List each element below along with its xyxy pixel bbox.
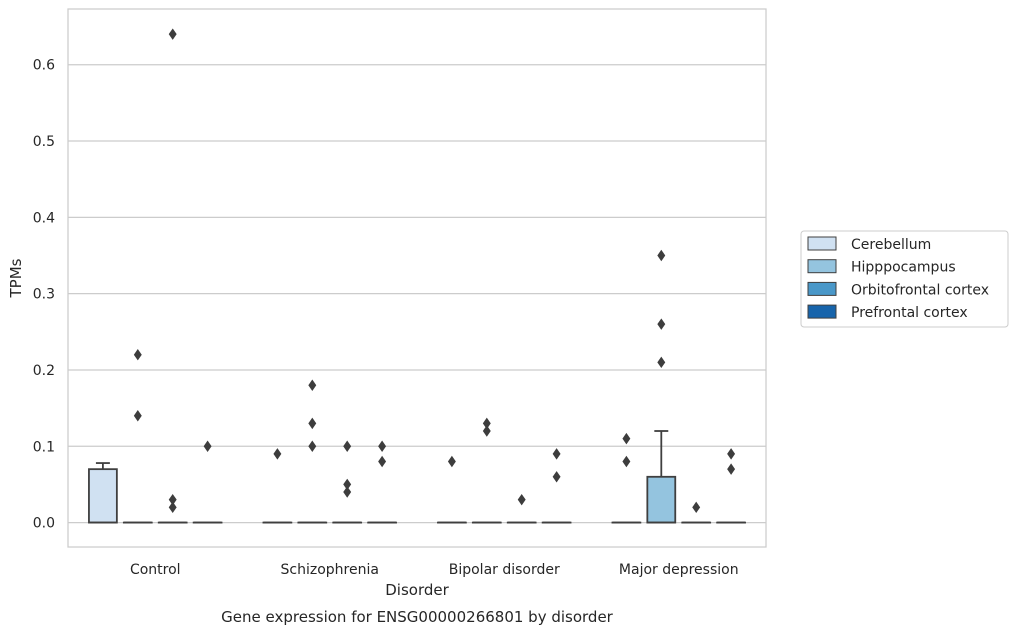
outlier-point bbox=[657, 356, 666, 369]
legend-label: Prefrontal cortex bbox=[851, 305, 968, 321]
y-tick-label: 0.1 bbox=[33, 439, 55, 455]
box-cerebellum-0 bbox=[88, 462, 118, 524]
y-axis-label: TPMs bbox=[7, 258, 25, 298]
outlier-point bbox=[133, 410, 142, 422]
outlier-point bbox=[273, 448, 282, 460]
legend: Cerebellum Hipppocampus Orbitofrontal cort… bbox=[800, 230, 1009, 328]
outlier-point bbox=[343, 478, 352, 491]
legend-item: Cerebellum bbox=[807, 236, 931, 253]
outlier-point bbox=[482, 417, 491, 430]
outlier-point bbox=[517, 493, 526, 506]
legend-item: Orbitofrontal cortex bbox=[807, 281, 989, 298]
outlier-point bbox=[308, 417, 317, 430]
outlier-point bbox=[482, 425, 491, 437]
boxes bbox=[88, 430, 746, 524]
outlier-point bbox=[168, 501, 177, 514]
outlier-point bbox=[622, 432, 631, 445]
outlier-point bbox=[622, 455, 631, 468]
outlier-point bbox=[552, 448, 561, 460]
x-tick-label: Schizophrenia bbox=[281, 562, 379, 578]
legend-item: Prefrontal cortex bbox=[807, 304, 968, 321]
outlier-point bbox=[168, 28, 177, 40]
outlier-point bbox=[203, 440, 212, 452]
legend-swatch bbox=[807, 304, 837, 319]
plot-frame bbox=[67, 8, 767, 548]
outlier-point bbox=[727, 448, 736, 460]
y-tick-labels: 0.0 0.1 0.2 0.3 0.4 0.5 0.6 bbox=[33, 58, 55, 532]
outlier-point bbox=[657, 318, 666, 330]
y-tick-label: 0.0 bbox=[33, 516, 55, 532]
outlier-point bbox=[308, 379, 317, 391]
y-tick-label: 0.6 bbox=[33, 58, 55, 74]
legend-swatch bbox=[807, 281, 837, 296]
grid-lines bbox=[68, 64, 766, 524]
outlier-point bbox=[378, 440, 387, 452]
legend-frame bbox=[800, 230, 1009, 328]
y-tick-label: 0.2 bbox=[33, 363, 55, 379]
x-tick-labels: Control Schizophrenia Bipolar disorder Majo… bbox=[130, 562, 739, 578]
outlier-point bbox=[168, 493, 177, 506]
outlier-point bbox=[343, 486, 352, 498]
box-body bbox=[646, 475, 677, 524]
outlier-point bbox=[657, 249, 666, 262]
box-body bbox=[88, 468, 118, 524]
outlier-point bbox=[552, 471, 561, 483]
legend-label: Cerebellum bbox=[851, 237, 931, 253]
outlier-point bbox=[692, 501, 701, 514]
legend-label: Orbitofrontal cortex bbox=[851, 282, 989, 298]
x-tick-label: Bipolar disorder bbox=[449, 562, 560, 578]
x-axis-label: Disorder bbox=[385, 581, 449, 599]
outlier-point bbox=[378, 455, 387, 468]
y-tick-label: 0.5 bbox=[33, 134, 55, 150]
outlier-point bbox=[447, 455, 456, 468]
legend-swatch bbox=[807, 259, 837, 274]
chart-title: Gene expression for ENSG00000266801 by d… bbox=[221, 608, 614, 626]
legend-label: Hipppocampus bbox=[851, 260, 956, 276]
y-tick-label: 0.4 bbox=[33, 210, 55, 226]
box-hipppocampus-3 bbox=[646, 430, 677, 524]
legend-swatch bbox=[807, 236, 837, 251]
outlier-point bbox=[308, 440, 317, 452]
legend-item: Hipppocampus bbox=[807, 259, 956, 276]
outlier-point bbox=[133, 348, 142, 361]
x-tick-label: Control bbox=[130, 562, 181, 578]
x-tick-label: Major depression bbox=[619, 562, 739, 578]
outliers bbox=[133, 28, 736, 514]
outlier-point bbox=[343, 440, 352, 452]
y-tick-label: 0.3 bbox=[33, 287, 55, 303]
outlier-point bbox=[727, 463, 736, 475]
